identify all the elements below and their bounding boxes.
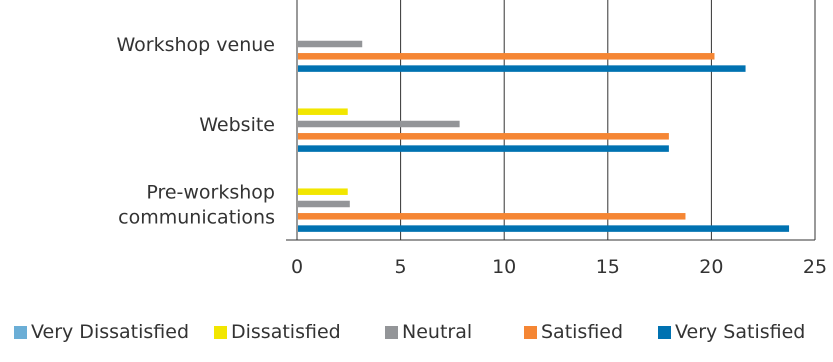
bar-website-satisfied [298, 133, 669, 140]
legend: Very Dissatisfied Dissatisfied Neutral Sati… [14, 321, 805, 343]
category-labels: Pre-workshop communications Website Worksho… [117, 34, 276, 229]
legend-label-neutral: Neutral [402, 321, 472, 343]
category-label-pre-workshop: Pre-workshop [146, 182, 275, 204]
x-tick-5: 5 [395, 256, 407, 278]
category-label-website: Website [199, 114, 275, 136]
x-tick-0: 0 [291, 256, 303, 278]
legend-swatch-very-dissatisfied [14, 326, 27, 339]
legend-label-satisfied: Satisfied [541, 321, 623, 343]
x-tick-20: 20 [699, 256, 723, 278]
legend-label-dissatisfied: Dissatisfied [231, 321, 341, 343]
bar-pre-workshop-communications-dissatisfied [298, 188, 348, 195]
legend-swatch-satisfied [524, 326, 537, 339]
bar-workshop-venue-neutral [298, 40, 363, 48]
bar-workshop-venue-very-satisfied [298, 65, 746, 72]
bar-website-neutral [298, 120, 460, 128]
bars [298, 40, 790, 232]
bar-workshop-venue-satisfied [298, 53, 715, 60]
legend-swatch-very-satisfied [658, 326, 671, 339]
category-label-workshop-venue: Workshop venue [117, 34, 276, 56]
bar-website-very-satisfied [298, 145, 669, 152]
gridlines [400, 0, 816, 240]
legend-swatch-neutral [385, 326, 398, 339]
x-tick-25: 25 [803, 256, 827, 278]
x-tick-10: 10 [492, 256, 516, 278]
legend-label-very-satisfied: Very Satisfied [675, 321, 805, 343]
legend-swatch-dissatisfied [214, 326, 227, 339]
bar-pre-workshop-communications-very-satisfied [298, 225, 790, 232]
bar-pre-workshop-communications-neutral [298, 200, 350, 208]
axes [286, 0, 815, 241]
bar-website-dissatisfied [298, 108, 348, 115]
legend-label-very-dissatisfied: Very Dissatisfied [31, 321, 189, 343]
x-tick-15: 15 [596, 256, 620, 278]
category-label-communications: communications [118, 207, 275, 229]
x-tick-labels: 0 5 10 15 20 25 [291, 256, 827, 278]
bar-pre-workshop-communications-satisfied [298, 213, 686, 220]
